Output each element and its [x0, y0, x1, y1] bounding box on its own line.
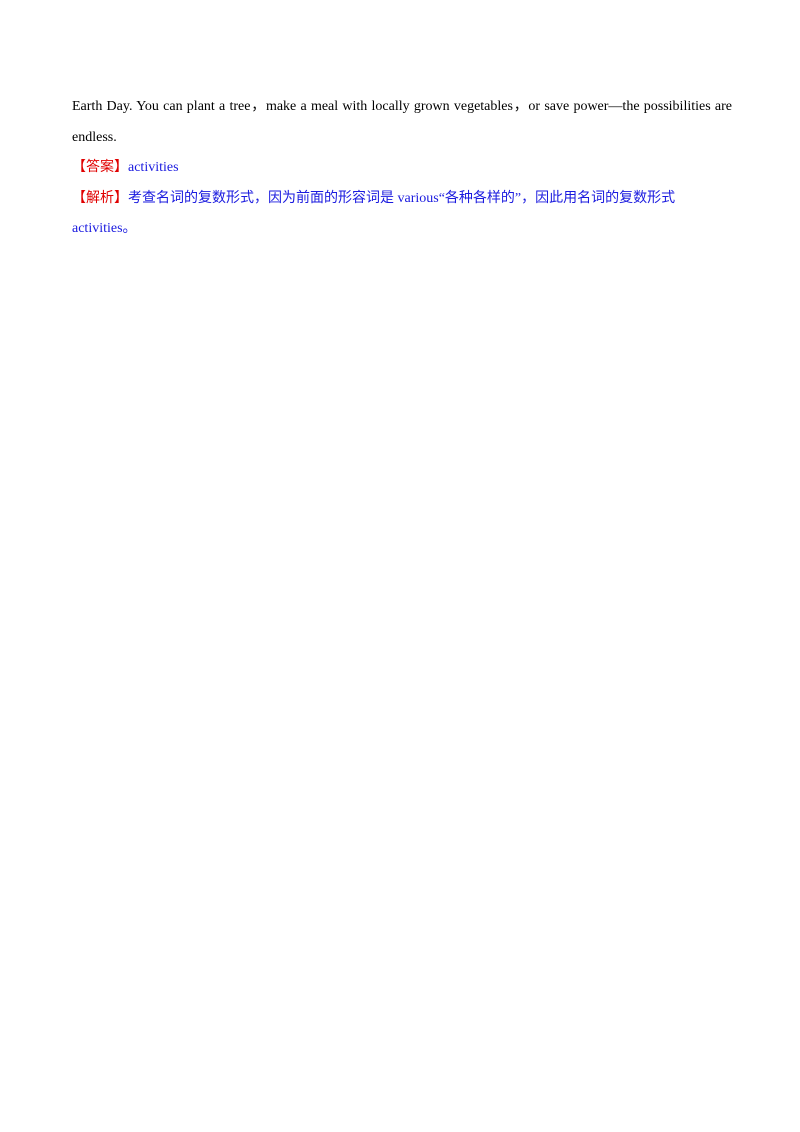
answer-text: activities	[128, 160, 179, 175]
analysis-text: 考查名词的复数形式，因为前面的形容词是 various“各种各样的”，因此用名词…	[72, 190, 676, 237]
answer-line: 【答案】activities	[72, 153, 732, 184]
analysis-line: 【解析】考查名词的复数形式，因为前面的形容词是 various“各种各样的”，因…	[72, 184, 732, 245]
document-body: Earth Day. You can plant a tree，make a m…	[72, 92, 732, 245]
analysis-label: 【解析】	[72, 190, 128, 206]
paragraph: Earth Day. You can plant a tree，make a m…	[72, 99, 732, 145]
answer-label: 【答案】	[72, 160, 128, 175]
